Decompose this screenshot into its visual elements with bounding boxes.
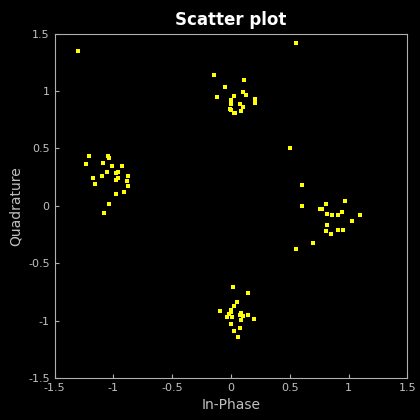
Y-axis label: Quadrature: Quadrature xyxy=(8,166,23,246)
Channel 1 xyxy=(236,334,241,339)
Channel 1 xyxy=(113,191,118,196)
Line: Channel 1: Channel 1 xyxy=(76,41,362,339)
Channel 1 xyxy=(293,40,298,45)
Channel 1 xyxy=(99,173,104,178)
Channel 1 xyxy=(83,161,88,166)
Channel 1 xyxy=(341,228,346,233)
X-axis label: In-Phase: In-Phase xyxy=(202,399,260,412)
Channel 1 xyxy=(324,201,329,206)
Title: Scatter plot: Scatter plot xyxy=(175,11,287,29)
Channel 1 xyxy=(293,247,298,252)
Channel 1 xyxy=(121,190,126,195)
Channel 1 xyxy=(240,105,245,110)
